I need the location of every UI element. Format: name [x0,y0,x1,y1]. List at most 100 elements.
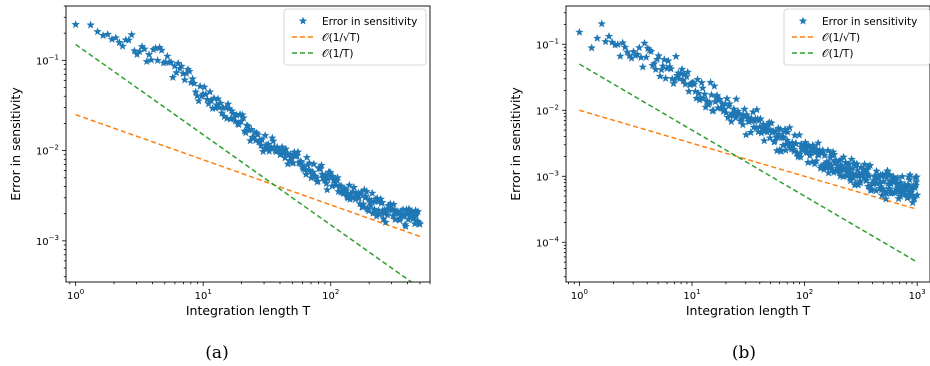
data-point [593,33,602,42]
series-line-linear [579,63,918,263]
y-axis-label: Error in sensitivity [508,87,523,201]
data-point [783,127,792,136]
data-point [188,74,197,83]
y-tick-exponent: −3 [549,169,559,177]
y-tick-label: 10−3 [36,234,59,248]
data-point [205,87,215,96]
data-point [766,125,775,134]
data-point [911,181,921,190]
data-point [182,68,191,77]
data-point [757,128,766,137]
data-point [822,157,832,166]
data-point [665,62,674,71]
y-tick-base: 10 [36,147,49,158]
data-point [381,217,390,226]
data-point [268,133,277,142]
data-point [772,146,782,155]
y-tick-base: 10 [536,40,549,51]
data-point [691,87,700,96]
data-point [847,164,857,173]
data-point [865,161,875,169]
data-point [610,40,620,49]
data-point [360,185,369,194]
data-point [784,138,793,147]
data-point [307,173,316,182]
data-point [684,86,694,95]
data-point [652,54,662,63]
x-tick-label: 101 [683,288,700,302]
data-point [885,176,895,185]
data-point [683,67,692,76]
x-tick-base: 10 [195,291,208,302]
data-point [862,176,871,185]
data-point [208,104,217,113]
data-point [293,147,303,156]
y-tick-label: 10−3 [536,169,559,183]
series-line-sqrt [75,113,421,238]
data-point [240,126,249,135]
data-point [332,176,342,185]
data-point [280,153,290,162]
data-point [715,95,725,104]
legend-box [283,8,427,66]
data-point [217,108,227,117]
data-point [847,154,856,163]
data-point [743,113,752,122]
x-tick-base: 10 [67,291,80,302]
data-point [805,142,814,151]
data-point [828,147,838,156]
data-point [903,192,912,201]
data-point [161,57,170,66]
y-tick-label: 10−2 [536,103,559,117]
data-point [893,173,902,182]
data-point [413,207,423,216]
data-point [259,144,269,153]
x-tick-label: 102 [322,288,339,302]
data-point [867,184,876,193]
data-point [178,69,188,78]
data-point [827,165,837,174]
data-point [693,75,702,83]
data-point [770,136,780,145]
data-point [835,156,844,165]
data-point [776,147,786,156]
data-point [649,59,659,68]
data-point [706,78,715,87]
data-point [856,163,866,172]
data-point [340,184,349,193]
data-point [908,191,917,200]
data-point [752,105,762,114]
data-point [912,190,922,199]
data-point [896,192,905,201]
legend-box [783,8,930,66]
data-point [814,150,823,159]
plot-area [71,20,425,282]
data-point [398,205,408,214]
y-tick-label: 10−1 [536,37,559,51]
data-point [778,140,788,149]
data-point [597,19,606,28]
x-tick-base: 10 [796,291,809,302]
data-point [791,139,801,148]
data-point [192,91,202,100]
data-point [368,188,377,197]
data-point [251,136,260,145]
data-point [680,70,689,79]
data-point [721,108,731,117]
data-point [699,93,708,102]
data-point [780,125,790,133]
data-point [623,47,632,56]
data-point [173,58,183,67]
data-point [813,138,823,147]
x-tick-exponent: 2 [335,288,339,296]
legend-label: 𝒪(1/√T) [322,32,360,44]
data-point [256,141,266,150]
data-point [720,104,729,113]
data-point [717,103,726,112]
data-point [316,164,325,173]
data-point [740,104,749,113]
data-point [269,136,278,145]
data-point [904,182,914,190]
data-point [142,57,151,66]
